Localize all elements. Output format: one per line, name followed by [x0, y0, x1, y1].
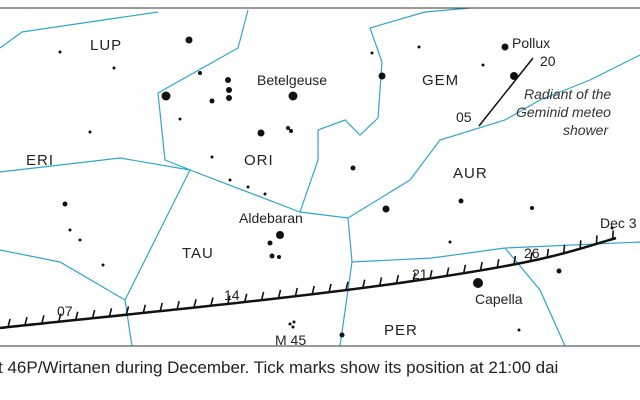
radiant-path — [478, 57, 534, 127]
constellation-label: AUR — [453, 165, 488, 182]
comet-tick — [529, 252, 533, 262]
comet-tick — [395, 274, 400, 284]
comet-tick — [546, 248, 550, 258]
date-label: 21 — [412, 266, 428, 282]
comet-tick — [611, 230, 615, 240]
date-label: 26 — [524, 245, 540, 261]
comet-tick — [429, 269, 433, 279]
date-label: Dec 3 — [600, 215, 637, 231]
radiant-date: 20 — [540, 53, 556, 69]
comet-tick — [378, 277, 383, 286]
comet-tick — [210, 297, 214, 306]
date-label: 14 — [224, 287, 240, 303]
comet-tick — [91, 309, 96, 319]
boundary — [0, 11, 159, 49]
star-label: M 45 — [275, 332, 306, 348]
constellation-label: GEM — [422, 72, 459, 89]
boundary — [347, 217, 640, 263]
boundary — [299, 54, 640, 219]
constellation-label: ERI — [26, 152, 54, 169]
comet-tick — [513, 255, 517, 265]
caption: t 46P/Wirtanen during December. Tick mar… — [0, 358, 558, 377]
constellation-label: TAU — [182, 245, 214, 262]
comet-tick — [226, 295, 231, 305]
comet-tick — [479, 261, 483, 271]
comet-tick — [595, 235, 598, 245]
stars — [58, 36, 614, 338]
radiant-date: 05 — [456, 109, 472, 125]
constellation-label: PER — [384, 322, 418, 339]
boundary — [189, 8, 471, 213]
comet-tick — [24, 316, 28, 326]
comet-tick — [362, 279, 366, 289]
date-label: 07 — [57, 303, 73, 319]
comet-tick — [159, 302, 164, 312]
radiant-label: Geminid meteo — [516, 104, 611, 120]
comet-ticks — [7, 230, 615, 328]
boundaries — [0, 8, 640, 346]
boundary — [0, 249, 126, 301]
comet-tick — [108, 308, 113, 317]
comet-tick — [562, 244, 566, 254]
comet-tick — [40, 315, 45, 324]
comet-tick — [57, 313, 62, 322]
star-label: Aldebaran — [239, 210, 303, 226]
comet-tick — [74, 311, 79, 321]
comet-tick — [243, 293, 248, 303]
comet-tick — [412, 272, 416, 282]
comet-tick — [176, 300, 180, 310]
radiant-label: shower — [563, 122, 609, 138]
radiant-label: Radiant of the — [524, 86, 611, 102]
comet-tick — [446, 267, 450, 277]
comet-tick — [579, 240, 582, 249]
boundary — [504, 247, 566, 346]
comet-tick — [311, 285, 315, 295]
comet-tick — [277, 289, 282, 299]
star-label: Capella — [475, 291, 523, 307]
comet-path — [0, 236, 617, 330]
comet-tick — [125, 306, 130, 315]
comet-tick — [142, 304, 147, 314]
comet-tick — [193, 299, 197, 308]
star-label: Betelgeuse — [257, 72, 327, 88]
comet-tick — [496, 259, 500, 268]
constellation-label: LUP — [90, 37, 122, 54]
star-label: Pollux — [512, 35, 550, 51]
comet-tick — [328, 283, 332, 293]
comet-tick — [294, 287, 299, 297]
comet-tick — [462, 264, 467, 274]
boundary — [339, 261, 353, 346]
comet-tick — [260, 291, 265, 301]
comet-tick — [345, 281, 349, 291]
comet-tick — [7, 318, 11, 328]
boundary — [0, 157, 191, 173]
constellation-label: ORI — [244, 152, 274, 169]
